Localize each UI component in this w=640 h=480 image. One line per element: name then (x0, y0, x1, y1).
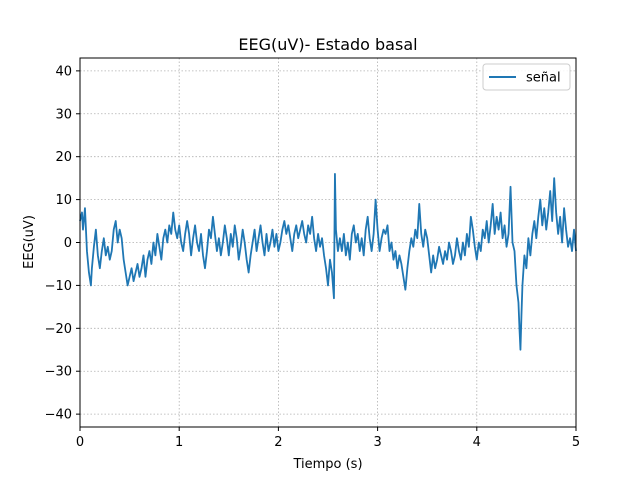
chart-title: EEG(uV)- Estado basal (238, 35, 417, 54)
x-tick-label: 1 (175, 435, 183, 450)
y-tick-label: 30 (55, 107, 72, 122)
y-tick-label: 10 (55, 193, 72, 208)
y-tick-label: 20 (55, 150, 72, 165)
y-tick-label: 0 (64, 236, 72, 251)
y-axis-label: EEG(uV) (22, 215, 37, 269)
y-tick-label: −10 (45, 279, 72, 294)
plot-layer (79, 172, 577, 351)
legend: señal (482, 63, 571, 91)
x-tick-label: 3 (373, 435, 381, 450)
x-tick-label: 2 (274, 435, 282, 450)
legend-label: señal (526, 71, 561, 86)
y-tick-label: 40 (55, 64, 72, 79)
series-line-0 (79, 172, 577, 351)
y-tick-label: −30 (45, 365, 72, 380)
y-tick-label: −20 (45, 322, 72, 337)
x-tick-label: 5 (572, 435, 580, 450)
legend-box (482, 63, 571, 91)
x-tick-label: 0 (76, 435, 84, 450)
x-tick-label: 4 (473, 435, 481, 450)
axes-layer: 0 1 2 3 4 5 −40 −30 −20 −10 0 10 20 30 40 (45, 57, 580, 450)
x-axis-label: Tiempo (s) (292, 457, 362, 472)
y-tick-label: −40 (45, 408, 72, 423)
